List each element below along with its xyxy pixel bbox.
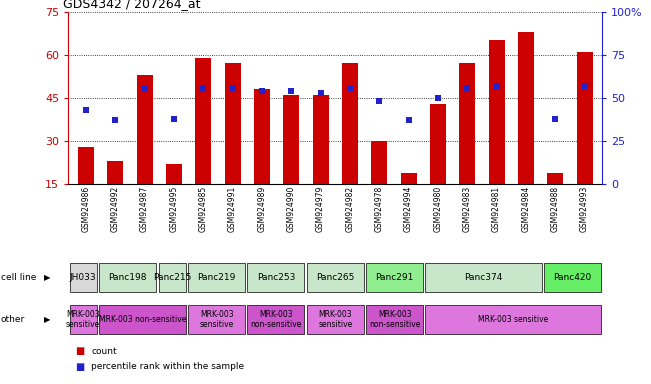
Text: MRK-003
sensitive: MRK-003 sensitive xyxy=(66,310,100,329)
Bar xyxy=(307,263,364,292)
Point xyxy=(169,116,179,122)
Point xyxy=(579,83,590,89)
Bar xyxy=(371,141,387,184)
Bar xyxy=(459,63,475,184)
Text: percentile rank within the sample: percentile rank within the sample xyxy=(91,362,244,371)
Point xyxy=(550,116,561,122)
Bar xyxy=(430,104,446,184)
Point xyxy=(110,117,120,123)
Text: other: other xyxy=(1,315,25,324)
Bar xyxy=(254,89,270,184)
Text: count: count xyxy=(91,347,117,356)
Bar xyxy=(425,305,601,334)
Text: ■: ■ xyxy=(75,362,84,372)
Bar xyxy=(158,263,186,292)
Bar xyxy=(247,263,305,292)
Text: ▶: ▶ xyxy=(44,273,51,282)
Text: MRK-003 non-sensitive: MRK-003 non-sensitive xyxy=(99,315,186,324)
Bar xyxy=(70,263,97,292)
Bar xyxy=(195,58,212,184)
Point xyxy=(139,86,150,92)
Point xyxy=(256,88,267,94)
Bar xyxy=(312,95,329,184)
Bar xyxy=(425,263,542,292)
Bar xyxy=(488,40,505,184)
Text: cell line: cell line xyxy=(1,273,36,282)
Bar xyxy=(225,63,241,184)
Text: MRK-003
non-sensitive: MRK-003 non-sensitive xyxy=(369,310,421,329)
Point xyxy=(286,88,296,94)
Bar xyxy=(166,164,182,184)
Text: JH033: JH033 xyxy=(70,273,96,282)
Text: Panc291: Panc291 xyxy=(376,273,414,282)
Text: Panc219: Panc219 xyxy=(197,273,236,282)
Bar xyxy=(283,95,299,184)
Bar xyxy=(137,75,153,184)
Point xyxy=(315,90,326,96)
Point xyxy=(492,83,502,89)
Bar xyxy=(188,305,245,334)
Point xyxy=(404,117,414,123)
Text: Panc420: Panc420 xyxy=(553,273,592,282)
Bar xyxy=(107,161,123,184)
Text: MRK-003
sensitive: MRK-003 sensitive xyxy=(199,310,234,329)
Bar xyxy=(366,263,423,292)
Bar xyxy=(99,305,186,334)
Text: ▶: ▶ xyxy=(44,315,51,324)
Bar xyxy=(366,305,423,334)
Bar xyxy=(247,305,305,334)
Bar xyxy=(99,263,156,292)
Bar xyxy=(70,305,97,334)
Point xyxy=(227,84,238,91)
Text: Panc374: Panc374 xyxy=(464,273,503,282)
Text: Panc198: Panc198 xyxy=(109,273,147,282)
Bar xyxy=(188,263,245,292)
Bar xyxy=(78,147,94,184)
Text: GDS4342 / 207264_at: GDS4342 / 207264_at xyxy=(63,0,201,10)
Point xyxy=(462,84,473,91)
Bar xyxy=(544,263,601,292)
Bar xyxy=(400,173,417,184)
Text: MRK-003
sensitive: MRK-003 sensitive xyxy=(318,310,352,329)
Text: MRK-003 sensitive: MRK-003 sensitive xyxy=(478,315,548,324)
Point xyxy=(81,107,91,113)
Text: Panc253: Panc253 xyxy=(256,273,295,282)
Bar xyxy=(518,31,534,184)
Point xyxy=(345,84,355,91)
Bar xyxy=(547,173,563,184)
Point xyxy=(374,98,385,104)
Bar xyxy=(307,305,364,334)
Text: Panc265: Panc265 xyxy=(316,273,354,282)
Text: ■: ■ xyxy=(75,346,84,356)
Point xyxy=(198,84,208,91)
Point xyxy=(433,95,443,101)
Text: Panc215: Panc215 xyxy=(153,273,191,282)
Text: MRK-003
non-sensitive: MRK-003 non-sensitive xyxy=(250,310,301,329)
Bar xyxy=(342,63,358,184)
Bar xyxy=(577,52,592,184)
